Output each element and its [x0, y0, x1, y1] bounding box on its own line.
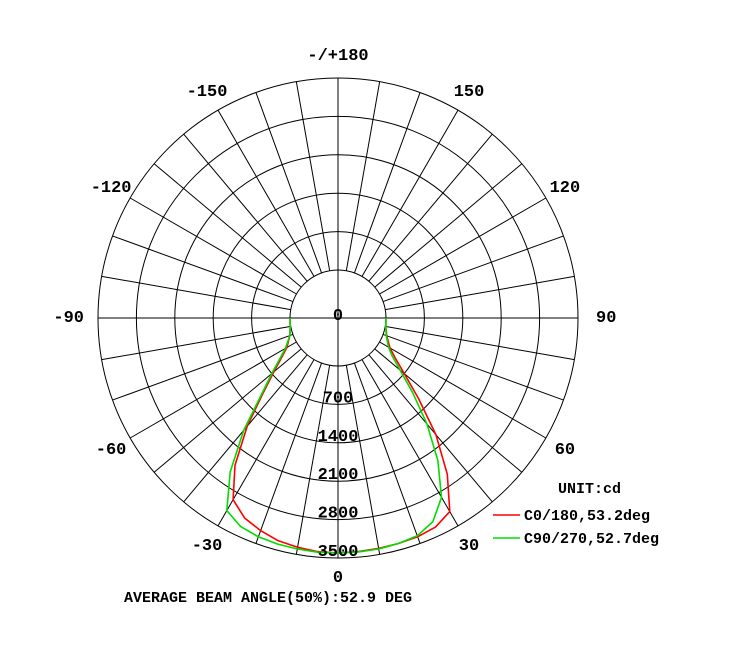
radial-tick-label: 0: [333, 307, 343, 326]
angle-label: -120: [91, 179, 132, 198]
grid-spoke: [183, 133, 308, 282]
grid-spoke: [129, 341, 297, 439]
grid-spoke: [382, 333, 564, 401]
polar-grid: [97, 77, 579, 559]
grid-spoke: [295, 81, 331, 271]
grid-spoke: [353, 92, 421, 274]
angle-label: -90: [53, 309, 84, 328]
grid-spoke: [374, 348, 523, 473]
grid-spoke: [368, 133, 493, 282]
grid-spoke: [379, 341, 547, 439]
grid-spoke: [112, 235, 294, 303]
grid-spoke: [101, 325, 291, 361]
grid-spoke: [255, 362, 323, 544]
grid-spoke: [129, 197, 297, 295]
angle-label: 150: [454, 83, 485, 102]
unit-label: UNIT:cd: [558, 481, 621, 498]
angle-label: -150: [187, 83, 228, 102]
grid-spoke: [153, 348, 302, 473]
grid-spoke: [361, 109, 459, 277]
grid-spoke: [353, 362, 421, 544]
grid-spoke: [385, 325, 575, 361]
grid-spoke: [255, 92, 323, 274]
angle-label: 90: [596, 309, 616, 328]
legend-label-1: C90/270,52.7deg: [524, 531, 659, 548]
grid-spoke: [101, 275, 291, 311]
series-line-1: [226, 317, 443, 554]
chart-labels: -/+180 -150 150 -120 120 -90 90 -60 60 -30 30 0 0 700…: [53, 47, 616, 607]
grid-spoke: [379, 197, 547, 295]
angle-label: -60: [96, 441, 127, 460]
radial-tick-label: 3500: [318, 543, 359, 562]
angle-label: 120: [550, 179, 581, 198]
radial-tick-label: 2100: [318, 466, 359, 485]
legend: UNIT:cd C0/180,53.2deg C90/270,52.7deg: [493, 481, 659, 548]
angle-label: 30: [459, 537, 479, 556]
grid-spoke: [368, 354, 493, 503]
angle-label: -30: [192, 537, 223, 556]
angle-label: 60: [555, 441, 575, 460]
series-curves: [226, 317, 451, 554]
grid-spoke: [345, 365, 381, 555]
grid-spoke: [112, 333, 294, 401]
radial-tick-label: 1400: [318, 428, 359, 447]
grid-spoke: [217, 359, 315, 527]
angle-label: -/+180: [307, 47, 368, 66]
grid-spoke: [217, 109, 315, 277]
beam-angle-caption: AVERAGE BEAM ANGLE(50%):52.9 DEG: [124, 590, 412, 607]
grid-spoke: [385, 275, 575, 311]
grid-spoke: [374, 163, 523, 288]
grid-spoke: [345, 81, 381, 271]
grid-spoke: [382, 235, 564, 303]
radial-tick-label: 700: [323, 389, 354, 408]
grid-spoke: [153, 163, 302, 288]
legend-label-0: C0/180,53.2deg: [524, 508, 650, 525]
grid-spoke: [295, 365, 331, 555]
radial-tick-label: 2800: [318, 505, 359, 524]
angle-label: 0: [333, 569, 343, 588]
